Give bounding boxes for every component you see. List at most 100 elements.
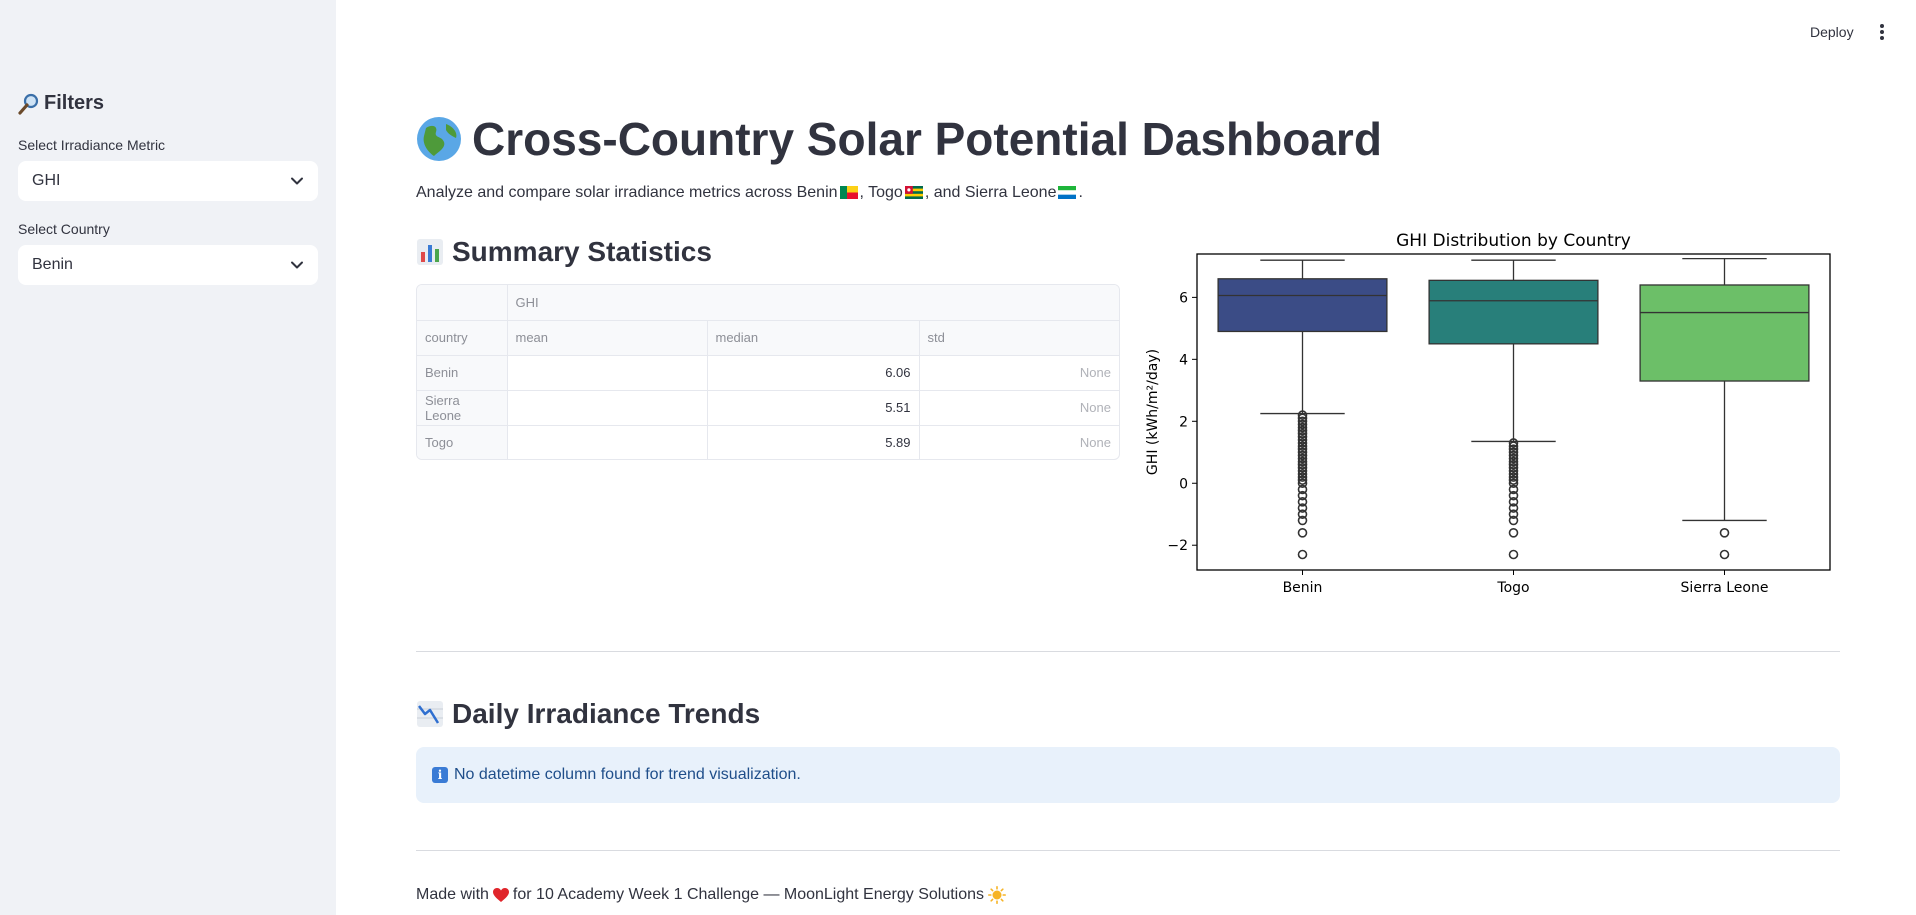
outlier-point	[1297, 435, 1308, 445]
outlier-point	[1508, 490, 1519, 501]
outlier-point	[1508, 503, 1519, 513]
outlier-point	[1719, 549, 1730, 560]
table-corner-cell	[417, 285, 508, 321]
outlier-point	[1508, 456, 1519, 467]
table-cell[interactable]: None	[919, 390, 1119, 426]
outlier-point	[1508, 441, 1519, 451]
y-tick-label: 0	[1179, 476, 1188, 492]
outlier-point	[1297, 472, 1308, 482]
benin-flag-icon	[839, 185, 858, 199]
outlier-point	[1508, 484, 1519, 495]
y-tick-label: −2	[1167, 538, 1188, 554]
outlier-point	[1297, 425, 1308, 436]
table-cell[interactable]: None	[1079, 435, 1111, 451]
table-group-header-row: GHI	[417, 285, 1119, 321]
outlier-point	[1297, 413, 1308, 423]
outlier-point	[1297, 484, 1308, 495]
outlier-point	[1297, 497, 1308, 507]
footer-prefix: Made with	[416, 886, 489, 903]
country-select[interactable]: Benin	[18, 245, 318, 285]
summary-table[interactable]: GHI country mean median std Benin 6.06 N…	[416, 284, 1120, 460]
outlier-point	[1297, 490, 1308, 501]
outlier-point	[1297, 453, 1308, 464]
summary-heading-text: Summary Statistics	[452, 236, 712, 267]
country-select-value: Benin	[32, 256, 73, 273]
y-tick-label: 2	[1179, 414, 1188, 430]
outlier-point	[1508, 475, 1519, 485]
table-column-header[interactable]: std	[919, 320, 1119, 356]
subtitle-end: .	[1078, 184, 1083, 201]
outlier-point	[1297, 428, 1308, 439]
table-cell[interactable]: None	[919, 355, 1119, 391]
outlier-point	[1508, 444, 1519, 454]
outlier-point	[1508, 509, 1519, 520]
outlier-point	[1297, 509, 1308, 520]
outlier-point	[1508, 469, 1519, 479]
divider	[416, 850, 1840, 851]
summary-heading: Summary Statistics	[416, 236, 712, 268]
table-column-header[interactable]: median	[707, 320, 920, 356]
table-index-header: country	[417, 320, 508, 356]
subtitle-prefix: Analyze and compare solar irradiance met…	[416, 184, 838, 201]
table-column-header[interactable]: mean	[507, 320, 708, 356]
x-tick-label: Sierra Leone	[1681, 580, 1769, 596]
outlier-point	[1508, 450, 1519, 461]
table-row-header: Benin	[417, 355, 508, 391]
table-cell[interactable]	[507, 390, 708, 426]
globe-icon	[417, 117, 461, 161]
outlier-point	[1297, 469, 1308, 479]
main-menu-icon[interactable]	[1872, 22, 1892, 42]
magnifier-icon	[18, 93, 39, 115]
outlier-point	[1297, 450, 1308, 461]
x-tick-label: Togo	[1496, 580, 1529, 596]
outlier-point	[1508, 453, 1519, 464]
table-row: Benin 6.06 None	[417, 355, 1119, 391]
trends-heading: Daily Irradiance Trends	[416, 698, 760, 730]
trends-heading-text: Daily Irradiance Trends	[452, 698, 761, 729]
outlier-point	[1297, 422, 1308, 433]
box-sierra-leone	[1639, 284, 1810, 382]
sidebar: Filters Select Irradiance Metric GHI Sel…	[0, 0, 336, 915]
outlier-point	[1508, 462, 1519, 473]
sun-icon	[988, 886, 1007, 904]
table-row-header: Togo	[417, 425, 508, 459]
info-alert: i No datetime column found for trend vis…	[416, 747, 1840, 803]
subtitle-sierra: , and Sierra Leone	[924, 184, 1057, 201]
outlier-point	[1297, 475, 1308, 485]
outlier-point	[1297, 515, 1308, 526]
table-cell[interactable]	[507, 355, 708, 391]
table-cell[interactable]	[507, 425, 708, 459]
y-axis-label: GHI (kWh/m²/day)	[1145, 349, 1161, 475]
table-header-row: country mean median std	[417, 320, 1119, 356]
table-row-header: Sierra Leone	[417, 390, 508, 426]
metric-select-label: Select Irradiance Metric	[18, 137, 166, 153]
table-row: Togo 5.89 None	[417, 425, 1119, 459]
table-cell[interactable]: 5.51	[707, 390, 920, 426]
table-cell[interactable]: 6.06	[707, 355, 920, 391]
outlier-point	[1508, 497, 1519, 507]
metric-select[interactable]: GHI	[18, 161, 318, 201]
togo-flag-icon	[904, 185, 923, 199]
outlier-point	[1297, 431, 1308, 442]
footer-text: for 10 Academy Week 1 Challenge — MoonLi…	[512, 886, 985, 903]
outlier-point	[1297, 444, 1308, 454]
outlier-point	[1297, 441, 1308, 451]
plot-frame	[1196, 253, 1831, 571]
outlier-point	[1297, 410, 1308, 420]
outlier-point	[1719, 528, 1730, 538]
outlier-point	[1297, 462, 1308, 473]
page-title-text: Cross-Country Solar Potential Dashboard	[472, 113, 1382, 165]
table-cell[interactable]: 5.89	[707, 425, 920, 459]
deploy-button[interactable]: Deploy	[1810, 24, 1854, 40]
trend-chart-icon	[417, 701, 443, 727]
outlier-point	[1508, 478, 1519, 489]
outlier-point	[1508, 549, 1519, 560]
heart-icon	[492, 887, 509, 902]
subtitle-togo: , Togo	[859, 184, 903, 201]
country-select-label: Select Country	[18, 221, 110, 237]
chevron-down-icon	[291, 177, 303, 185]
outlier-point	[1297, 549, 1308, 560]
outlier-point	[1297, 459, 1308, 470]
boxplot-chart: GHI Distribution by Country GHI (kWh/m²/d…	[1140, 224, 1860, 604]
